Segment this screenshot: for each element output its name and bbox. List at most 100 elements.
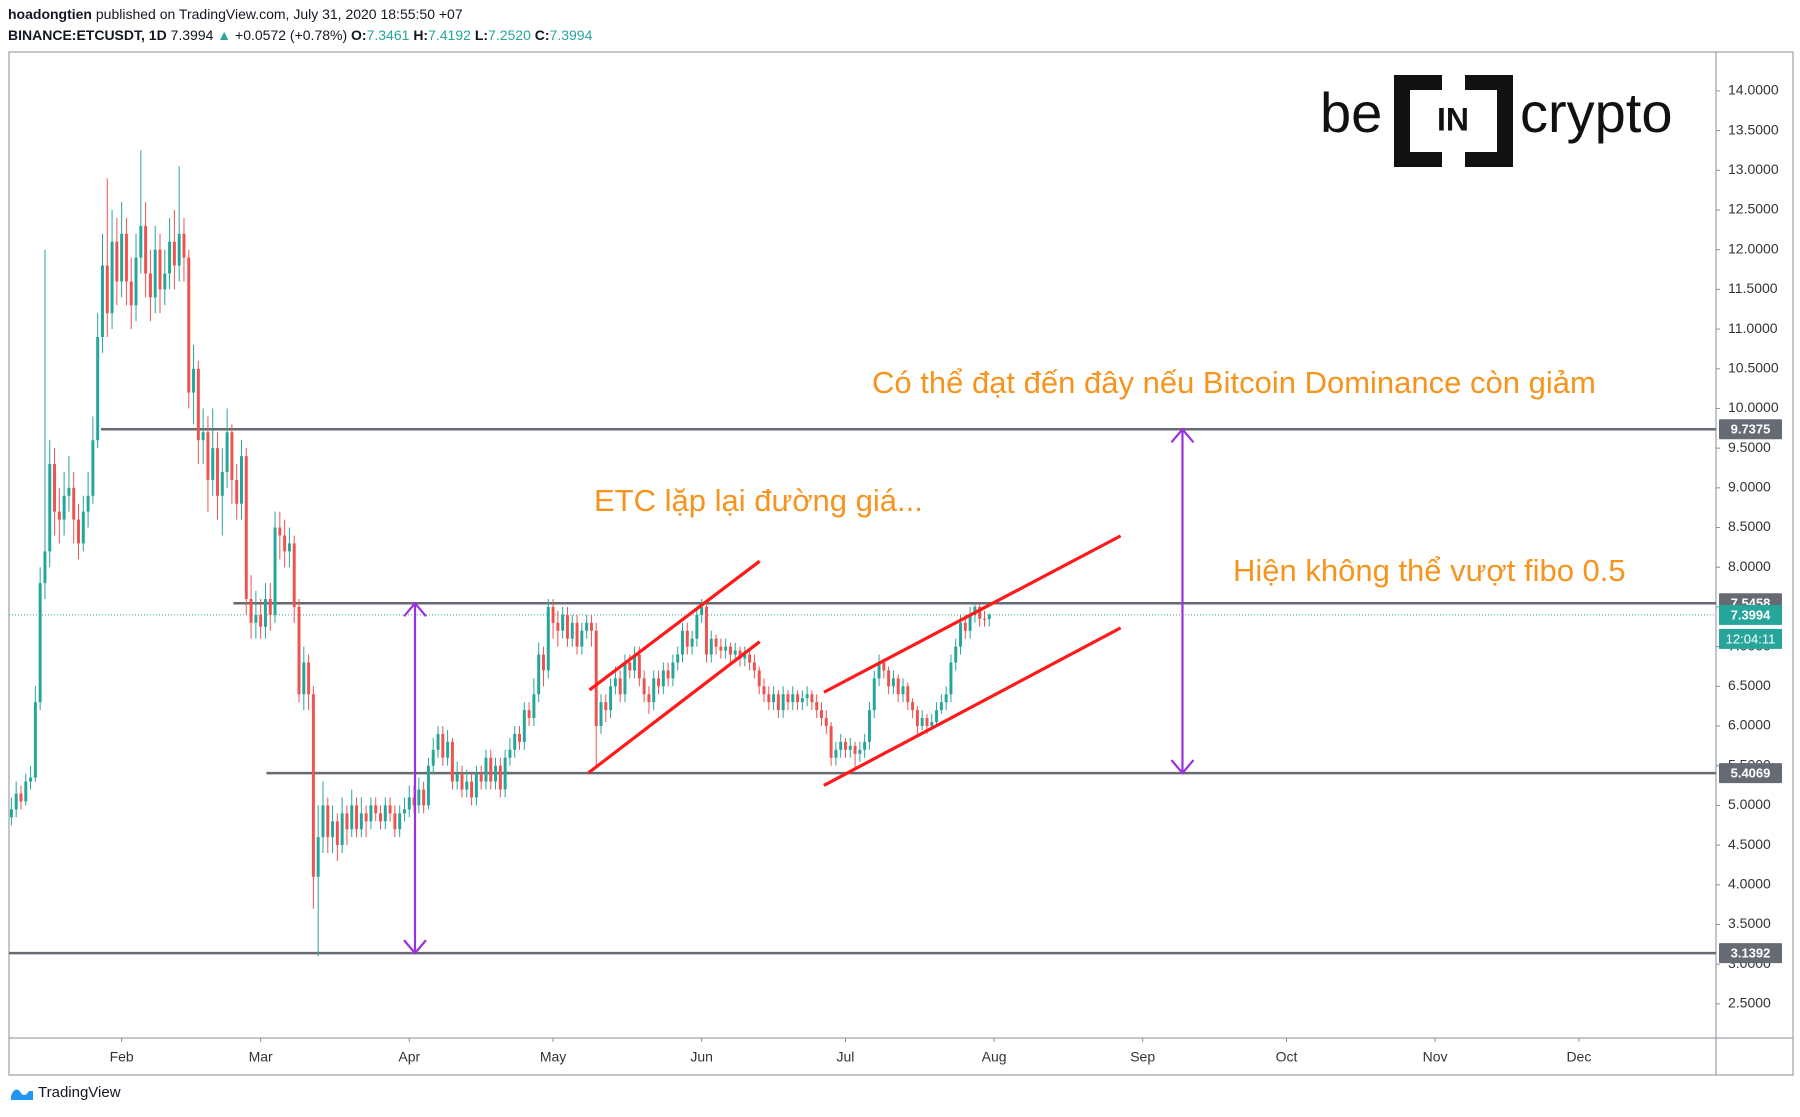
candle-body xyxy=(383,805,387,822)
candle-body xyxy=(53,464,57,512)
candle-body xyxy=(177,233,181,266)
candle-body xyxy=(709,638,713,655)
candle-body xyxy=(479,773,483,782)
candle-body xyxy=(776,694,780,711)
candle-body xyxy=(618,678,622,695)
candle-body xyxy=(235,479,239,504)
candle-body xyxy=(858,749,862,754)
header-line-2: BINANCE:ETCUSDT, 1D 7.3994 ▲ +0.0572 (+0… xyxy=(8,25,592,46)
candle-body xyxy=(839,741,843,750)
annotation: Có thể đạt đến đây nếu Bitcoin Dominance… xyxy=(872,365,1596,400)
candle-body xyxy=(359,813,363,830)
candle-body xyxy=(326,805,330,838)
candle-body xyxy=(259,614,263,627)
candle-body xyxy=(38,583,42,703)
candle-body xyxy=(604,702,608,711)
level-label: 5.4069 xyxy=(1731,766,1771,781)
footer-icon xyxy=(11,1089,33,1100)
candle-body xyxy=(225,432,229,472)
candle-body xyxy=(350,805,354,830)
candle-body xyxy=(62,495,66,520)
logo-text: IN xyxy=(1437,101,1469,137)
candle-body xyxy=(33,702,37,778)
ohlc-value: 7.2520 xyxy=(488,27,531,43)
candle-body xyxy=(494,765,498,782)
candle-body xyxy=(91,440,95,496)
annotation: ETC lặp lại đường giá... xyxy=(594,483,923,518)
ohlc-value: 7.3994 xyxy=(549,27,593,43)
candle-body xyxy=(983,618,986,620)
candle-body xyxy=(968,614,972,631)
candle-body xyxy=(872,678,876,711)
candle-body xyxy=(661,670,665,687)
author: hoadongtien xyxy=(8,6,92,22)
countdown-label: 12:04:11 xyxy=(1726,631,1776,646)
price: 7.3994 xyxy=(170,27,214,43)
candle-body xyxy=(417,789,421,806)
candle-body xyxy=(575,622,579,647)
y-tick-label: 10.5000 xyxy=(1728,359,1779,375)
candle-body xyxy=(450,741,454,782)
candle-body xyxy=(867,710,871,742)
candle-body xyxy=(781,694,785,711)
candle-body xyxy=(728,646,732,655)
y-tick-label: 12.0000 xyxy=(1728,240,1779,256)
candle-body xyxy=(335,821,339,846)
y-tick-label: 11.5000 xyxy=(1728,280,1778,296)
logo: be IN crypto xyxy=(1320,75,1673,167)
candle-body xyxy=(287,543,291,552)
candle-body xyxy=(565,614,569,639)
candle-body xyxy=(733,650,737,655)
x-tick-label: Mar xyxy=(249,1049,273,1065)
candle-body xyxy=(719,646,723,651)
candle-body xyxy=(800,698,804,703)
y-tick-label: 4.5000 xyxy=(1728,836,1771,852)
candle-body xyxy=(724,646,728,651)
candle-body xyxy=(542,654,545,671)
candle-body xyxy=(757,670,761,687)
candle-body xyxy=(613,678,617,687)
candle-body xyxy=(556,622,560,631)
candle-body xyxy=(518,733,522,742)
chart-frame xyxy=(8,51,1794,1076)
candle-body xyxy=(834,749,838,758)
candle-body xyxy=(820,710,824,719)
y-tick-label: 11.0000 xyxy=(1728,320,1778,336)
y-tick-label: 3.5000 xyxy=(1728,915,1771,931)
candle-body xyxy=(67,487,71,496)
candle-body xyxy=(369,805,373,822)
y-tick-label: 6.5000 xyxy=(1728,677,1771,693)
ohlc-key: C: xyxy=(534,27,550,43)
candle-body xyxy=(77,519,80,544)
candle-body xyxy=(48,464,52,552)
candle-body xyxy=(891,678,895,687)
candle-body xyxy=(364,813,368,822)
level-label: 3.1392 xyxy=(1731,946,1771,961)
y-tick-label: 6.0000 xyxy=(1728,717,1771,733)
candle-body xyxy=(216,448,220,496)
candle-body xyxy=(187,257,191,393)
candle-body xyxy=(153,249,157,298)
x-tick-label: Jul xyxy=(837,1049,855,1065)
logo-bracket xyxy=(1465,75,1513,167)
candle-body xyxy=(690,638,694,647)
candle-body xyxy=(652,678,656,703)
symbol: BINANCE:ETCUSDT, 1D xyxy=(8,27,167,43)
ohlc-key: H: xyxy=(413,27,429,43)
header: hoadongtien published on TradingView.com… xyxy=(8,4,592,46)
countdown-box xyxy=(1719,628,1782,649)
candle-body xyxy=(843,741,847,750)
candle-body xyxy=(681,630,684,655)
y-tick-label: 10.0000 xyxy=(1728,399,1779,415)
candle-body xyxy=(954,646,958,663)
candle-body xyxy=(714,638,718,647)
candle-body xyxy=(738,650,742,659)
candle-body xyxy=(503,757,507,790)
candle-body xyxy=(100,265,104,338)
candle-body xyxy=(331,821,335,838)
candle-body xyxy=(987,614,991,620)
candle-body xyxy=(474,773,478,798)
candle-body xyxy=(345,813,349,830)
candle-body xyxy=(561,614,565,631)
